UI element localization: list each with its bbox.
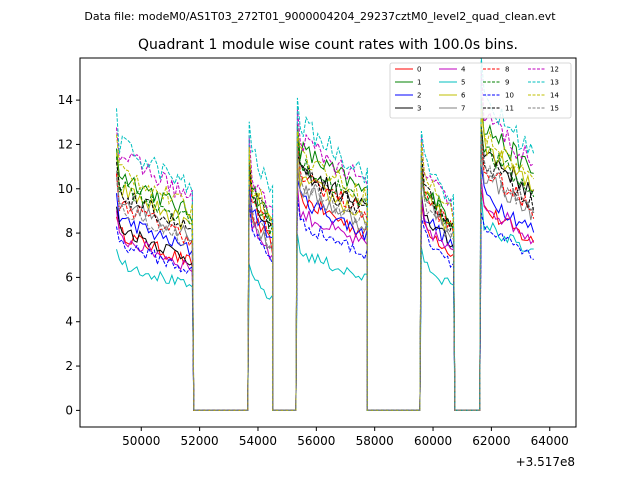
y-tick-label: 4: [65, 315, 73, 329]
legend-label-4: 4: [461, 66, 466, 74]
series-lines: [116, 58, 535, 411]
y-tick-label: 0: [65, 403, 73, 417]
x-tick-label: 50000: [122, 434, 160, 448]
series-line-12: [116, 70, 534, 411]
x-tick-label: 62000: [472, 434, 510, 448]
legend-label-6: 6: [461, 92, 466, 100]
x-tick-label: 54000: [239, 434, 277, 448]
series-line-0: [116, 164, 535, 411]
series-line-11: [116, 126, 535, 411]
legend-frame: [389, 62, 572, 119]
plot-frame: [79, 57, 577, 428]
legend-label-5: 5: [461, 79, 465, 87]
legend-label-11: 11: [505, 105, 514, 113]
x-tick-label: 52000: [181, 434, 219, 448]
x-tick-label: 58000: [356, 434, 394, 448]
x-tick-label: 64000: [531, 434, 569, 448]
legend-label-9: 9: [505, 79, 509, 87]
legend-label-0: 0: [417, 66, 421, 74]
y-tick-label: 12: [58, 137, 73, 151]
series-line-1: [116, 96, 534, 411]
legend-label-14: 14: [550, 92, 559, 100]
x-tick-label: 60000: [414, 434, 452, 448]
x-offset-label: +3.517e8: [516, 455, 575, 469]
chart-title: Quadrant 1 module wise count rates with …: [138, 37, 518, 53]
legend-label-13: 13: [550, 79, 559, 87]
series-line-8: [116, 134, 535, 411]
data-file-label: Data file: modeM0/AS1T03_272T01_90000042…: [84, 10, 556, 23]
y-tick-label: 10: [58, 182, 73, 196]
legend-label-15: 15: [550, 105, 559, 113]
series-line-5: [116, 193, 534, 411]
series-line-14: [116, 107, 535, 411]
y-tick-label: 2: [65, 359, 73, 373]
legend-label-8: 8: [505, 66, 509, 74]
legend-label-12: 12: [550, 66, 559, 74]
y-tick-label: 8: [65, 226, 73, 240]
series-line-13: [116, 58, 535, 411]
legend-label-7: 7: [461, 105, 465, 113]
y-tick-label: 14: [58, 93, 73, 107]
legend-label-2: 2: [417, 92, 421, 100]
y-axis-ticks: 0 2 4 6 8 10 12 14: [58, 93, 80, 417]
legend-label-3: 3: [417, 105, 421, 113]
series-line-2: [116, 165, 535, 411]
y-tick-label: 6: [65, 270, 73, 284]
legend-label-10: 10: [505, 92, 514, 100]
x-axis-ticks: 50000 52000 54000 56000 58000 60000 62000 64000: [122, 427, 569, 448]
x-tick-label: 56000: [297, 434, 335, 448]
legend-label-1: 1: [417, 79, 421, 87]
